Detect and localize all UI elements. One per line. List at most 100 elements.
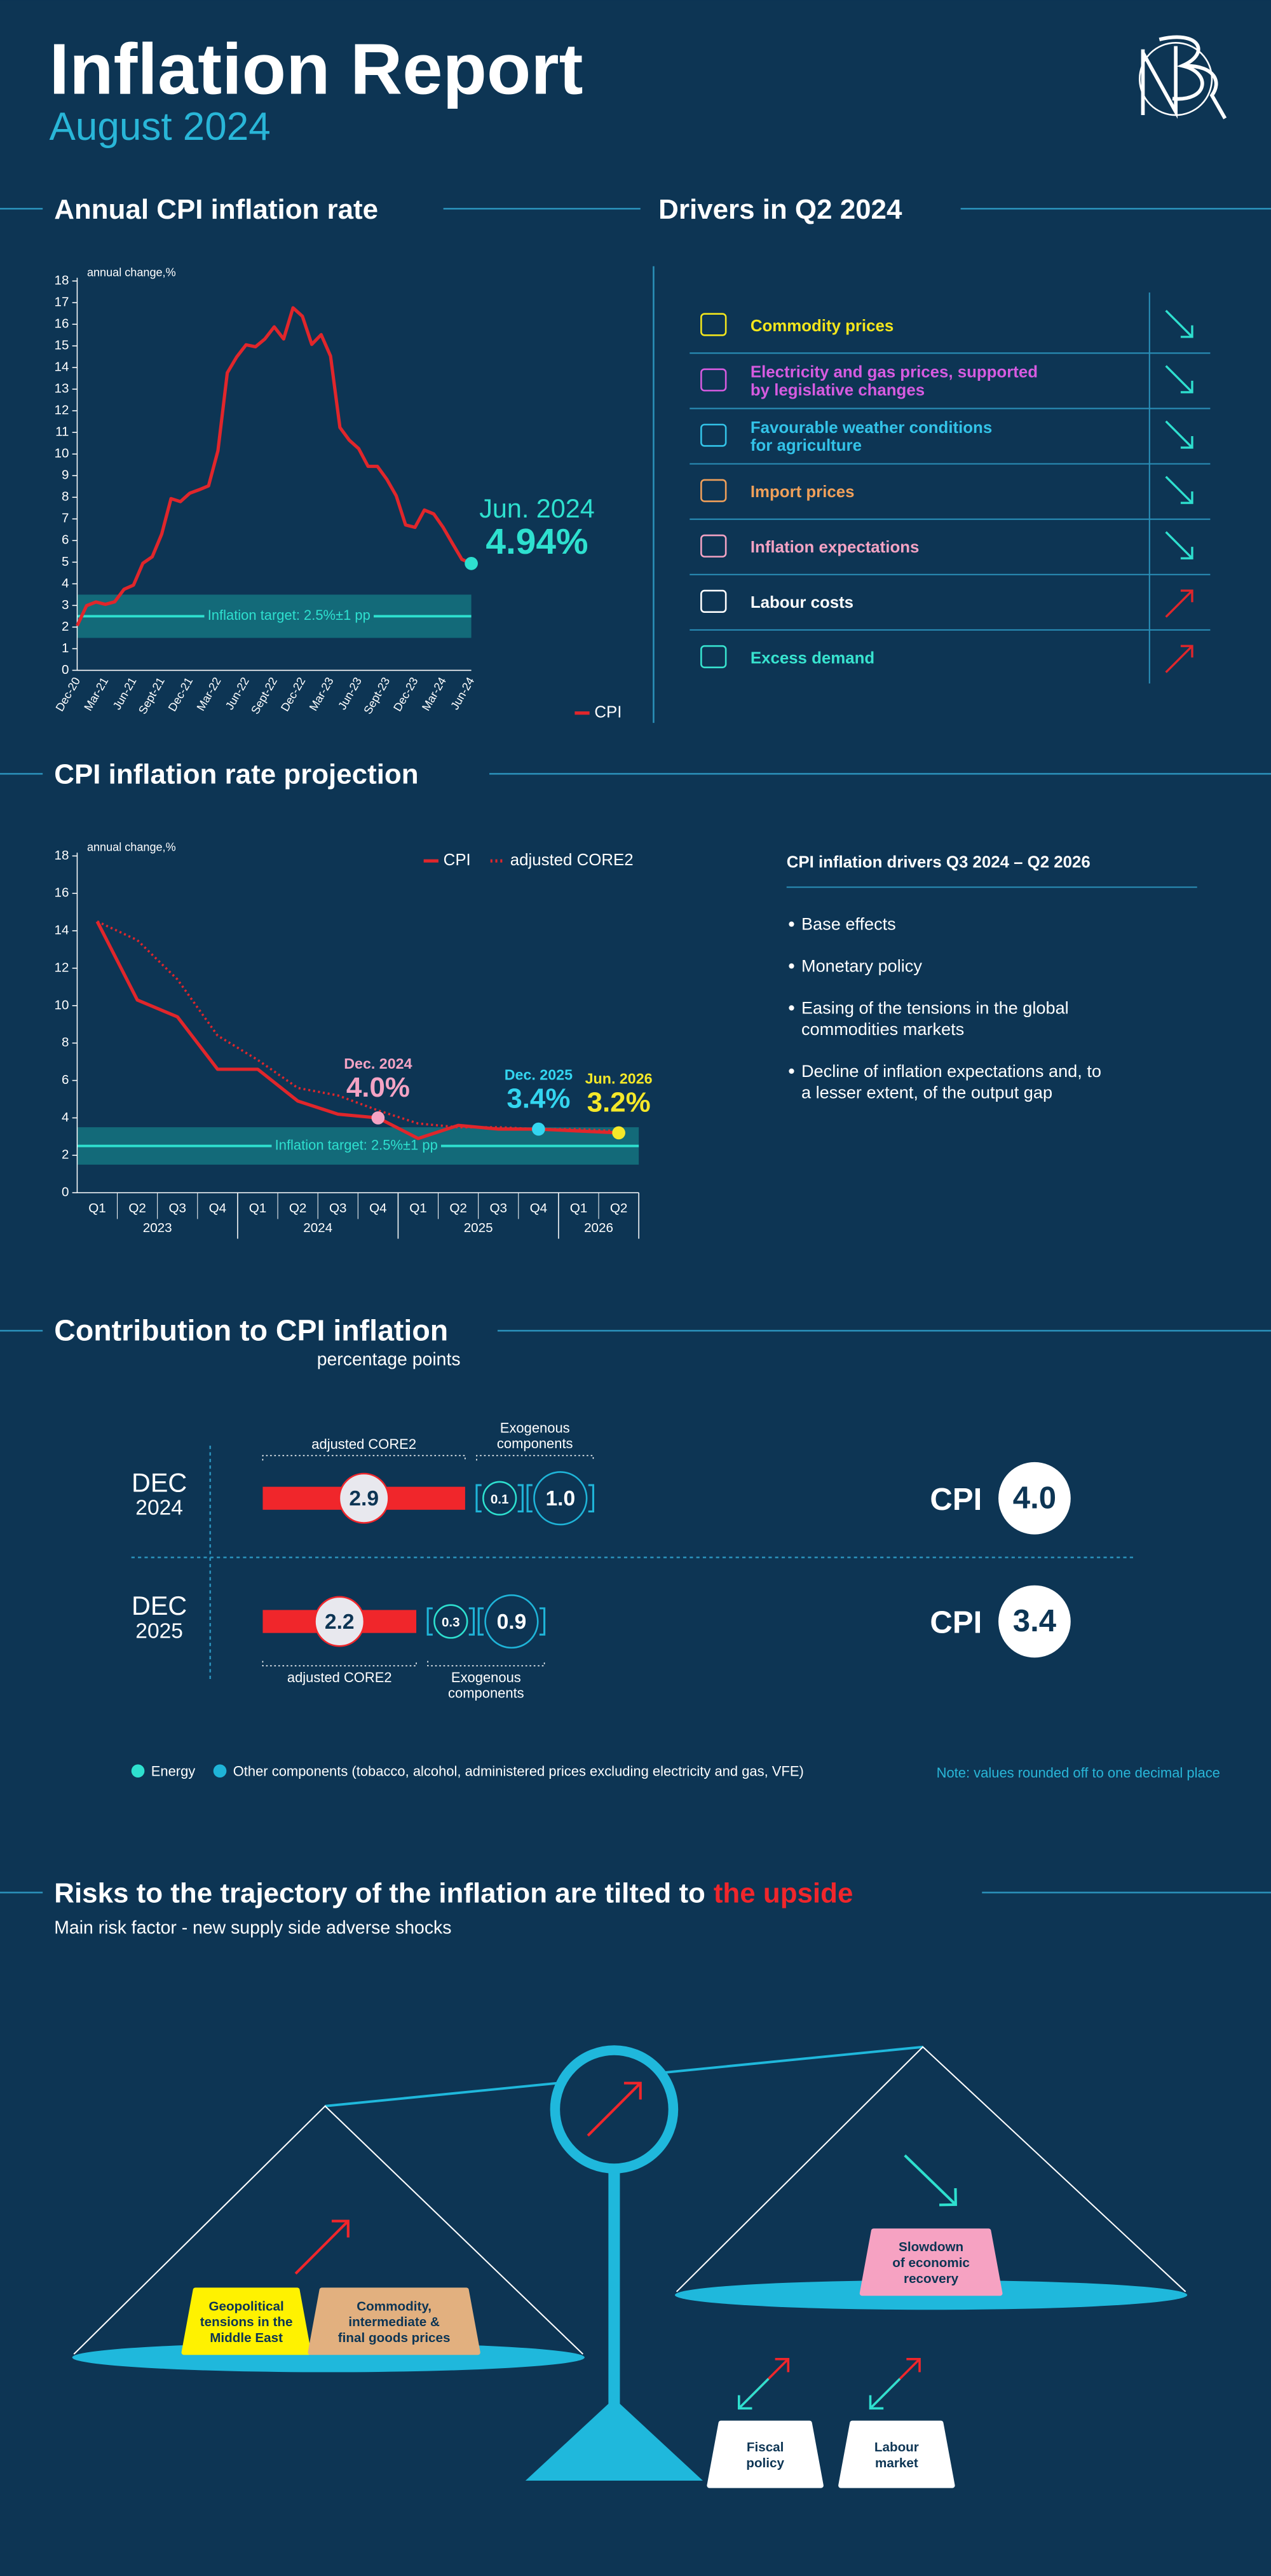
arrow-head [906,2357,921,2373]
y-tick-label: 2 [62,1148,69,1162]
group-label: Exogenous [500,1420,570,1435]
risk-label: Commodity, [357,2299,432,2313]
legend-label: CPI [444,851,471,869]
x-tick-label: Q4 [369,1201,387,1216]
logo-stroke [1185,64,1227,120]
report-title: Inflation Report [50,29,583,109]
group-bracket [262,1661,417,1667]
y-tick-label: 18 [55,848,69,863]
energy-mark [433,1604,468,1639]
category-year: 2025 [135,1619,183,1643]
arrow-head [623,2081,642,2100]
point-label: Dec. 2025 [505,1067,573,1083]
target-label: Inflation target: 2.5%±1 pp [208,607,370,623]
group-label: components [448,1685,524,1701]
x-tick-label: Q1 [88,1201,106,1216]
x-tick-label: Q3 [168,1201,186,1216]
bullet [789,921,794,927]
panel-title: CPI inflation drivers Q3 2024 – Q2 2026 [787,854,1091,872]
bullet-text: Base effects [801,914,896,934]
chart-title: Contribution to CPI inflation [54,1314,448,1347]
bracket [588,1484,595,1512]
category-year: 2024 [135,1497,183,1520]
driver-label: for agriculture [751,437,862,455]
driver-label: Commodity prices [751,317,894,335]
driver-icon [700,368,727,392]
y-tick-label: 7 [62,511,69,526]
section-subtitle: Main risk factor - new supply side adver… [54,1918,451,1938]
x-tick-label: Q1 [409,1201,427,1216]
x-tick-label: Q4 [209,1201,227,1216]
y-tick-label: 14 [55,923,69,938]
pan-string [73,2105,584,2355]
other-mark [533,1471,588,1526]
value-label: 4.94% [486,522,588,562]
y-tick-label: 11 [55,425,69,439]
x-group-label: 2023 [143,1221,172,1235]
arrow-shaft [904,2154,957,2206]
section-title: Drivers in Q2 2024 [658,194,902,225]
risk-label: intermediate & [348,2315,440,2329]
x-tick-label: Q4 [530,1201,548,1216]
y-tick-label: 10 [55,446,69,461]
x-tick-label: Q2 [610,1201,628,1216]
bracket [477,1607,484,1636]
report-subtitle: August 2024 [50,105,271,149]
risk-box [859,2228,1003,2296]
risk-label: policy [746,2456,784,2470]
x-tick-label: Q3 [489,1201,507,1216]
y-tick-label: 0 [62,1185,69,1200]
x-tick-label: Q2 [449,1201,467,1216]
arrow-shaft [1165,531,1193,559]
total-value: 4.0 [1013,1481,1056,1515]
y-tick-label: 8 [62,1035,69,1050]
driver-label: Favourable weather conditions [751,419,992,437]
y-tick-label: 12 [55,960,69,975]
driver-label: Excess demand [751,649,874,667]
legend-label: Other components (tobacco, alcohol, admi… [233,1763,804,1779]
arrow-head [1180,491,1193,504]
risk-box [308,2287,480,2355]
group-label: adjusted CORE2 [311,1436,416,1452]
risk-box [838,2420,955,2488]
title-text: Risks to the trajectory of the inflation… [54,1877,705,1908]
series-line [76,306,472,627]
arrow-shaft [738,2378,770,2409]
x-tick-label: Q2 [128,1201,146,1216]
y-tick-label: 12 [55,403,69,418]
risk-label: of economic [892,2256,970,2270]
x-tick-label: Q3 [329,1201,347,1216]
group-bracket [476,1455,594,1461]
point-label: Jun. 2024 [479,494,595,523]
y-tick-label: 5 [62,554,69,569]
category-month: DEC [132,1591,187,1620]
total-label: CPI [930,1606,982,1640]
risk-label: Labour [874,2440,919,2455]
y-tick-label: 18 [55,273,69,287]
bracket [526,1484,533,1512]
value-label: 0.1 [491,1492,509,1507]
legend-dot [131,1764,145,1778]
x-tick-label: Q2 [289,1201,307,1216]
arrow-head [1180,589,1193,603]
value-label: 2.2 [325,1610,355,1634]
chart-title: Annual CPI inflation rate [54,194,378,225]
x-group-label: 2025 [464,1221,493,1235]
bullet [789,1005,794,1011]
arrow-head [331,2219,350,2238]
driver-icon [700,423,727,447]
arrow-shaft [1165,420,1193,449]
driver-icon [700,645,727,669]
logo-ring [1138,42,1213,116]
chart-subtitle: percentage points [317,1349,461,1369]
bullet [789,1068,794,1074]
section-title: Risks to the trajectory of the inflation… [54,1877,853,1908]
arrow-shaft [1165,589,1193,618]
y-tick-label: 0 [62,662,69,677]
arrow-head [869,2395,884,2410]
x-tick-label: Q1 [249,1201,267,1216]
arrow-head [775,2357,790,2373]
section-rules [0,208,1271,1894]
group-label: Exogenous [451,1669,521,1685]
arrow-shaft [1165,476,1193,504]
